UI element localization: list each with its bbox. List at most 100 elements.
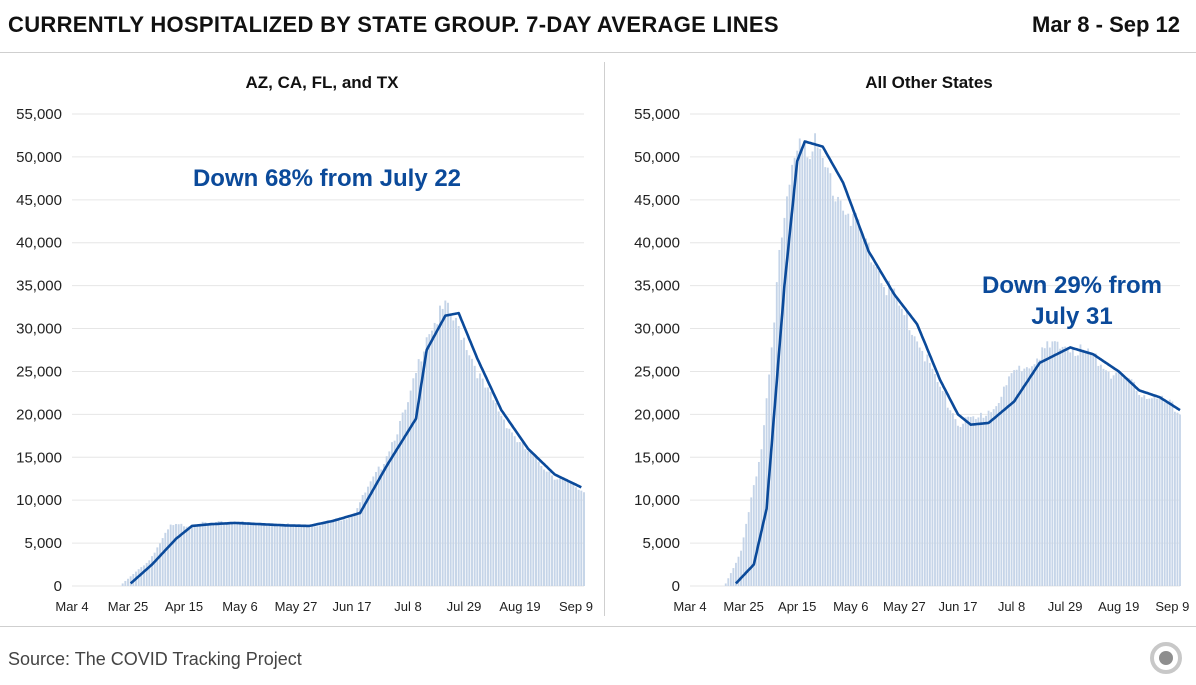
daily-bar <box>420 361 423 586</box>
daily-bar <box>388 451 391 586</box>
daily-bar <box>564 479 567 586</box>
daily-bar <box>316 526 319 586</box>
panel-title: AZ, CA, FL, and TX <box>246 73 400 92</box>
daily-bar <box>148 560 151 586</box>
header: CURRENTLY HOSPITALIZED BY STATE GROUP. 7… <box>0 0 1196 52</box>
daily-bar <box>865 238 868 586</box>
daily-bar <box>140 567 143 586</box>
y-tick-label: 25,000 <box>634 363 680 380</box>
daily-bar <box>941 390 944 586</box>
daily-bar <box>1028 368 1031 586</box>
daily-bar <box>393 440 396 586</box>
daily-bar <box>977 417 980 586</box>
daily-bar <box>821 158 824 587</box>
daily-bar <box>217 521 220 586</box>
daily-bar <box>923 361 926 586</box>
daily-bar <box>169 524 172 586</box>
daily-bar <box>249 522 252 586</box>
y-tick-label: 35,000 <box>16 278 62 295</box>
daily-bar <box>191 525 193 586</box>
daily-bar <box>580 490 583 586</box>
daily-bar <box>819 148 822 586</box>
daily-bar <box>1046 341 1049 586</box>
daily-bar <box>895 298 898 586</box>
daily-bar <box>747 512 750 586</box>
daily-bar <box>1163 402 1166 586</box>
daily-bar <box>1059 348 1061 586</box>
y-tick-label: 15,000 <box>16 449 62 466</box>
daily-bar <box>548 471 551 586</box>
daily-bar <box>809 159 811 587</box>
daily-bar <box>729 573 732 586</box>
daily-bar <box>1179 414 1181 586</box>
daily-bar <box>255 522 257 586</box>
daily-bar <box>252 523 255 586</box>
daily-bar <box>449 315 452 586</box>
daily-bar <box>433 322 436 586</box>
x-tick-label: Sep 9 <box>1155 599 1189 614</box>
daily-bar <box>260 524 263 586</box>
daily-bar <box>332 520 335 586</box>
y-tick-label: 30,000 <box>634 321 680 338</box>
daily-bar <box>359 502 361 586</box>
daily-bar <box>1122 378 1125 586</box>
daily-bar <box>1130 379 1133 586</box>
y-tick-label: 35,000 <box>634 278 680 295</box>
daily-bar <box>757 461 760 586</box>
daily-bar <box>361 495 364 586</box>
chart-annotation: Down 29% from July 31 <box>982 272 1162 330</box>
daily-bar <box>569 482 572 586</box>
daily-bar <box>1158 399 1161 586</box>
daily-bar <box>543 469 545 586</box>
daily-bar <box>236 524 239 586</box>
daily-bar <box>1076 355 1079 586</box>
daily-bar <box>796 150 799 586</box>
daily-bar <box>877 270 880 586</box>
daily-bar <box>455 317 457 586</box>
daily-bar <box>513 436 516 586</box>
y-tick-label: 40,000 <box>16 235 62 252</box>
daily-bar <box>883 287 885 586</box>
daily-bar <box>439 305 441 586</box>
x-tick-label: Mar 4 <box>55 599 88 614</box>
daily-bar <box>951 413 954 586</box>
daily-bar <box>383 464 385 586</box>
daily-bar <box>1120 375 1123 586</box>
daily-bar <box>906 311 908 586</box>
x-tick-label: May 6 <box>833 599 868 614</box>
daily-bar <box>750 497 753 586</box>
daily-bar <box>212 523 215 586</box>
daily-bar <box>752 485 755 586</box>
y-tick-label: 20,000 <box>634 406 680 423</box>
daily-bar <box>908 330 911 586</box>
daily-bar <box>831 195 834 587</box>
daily-bar <box>1156 398 1158 586</box>
daily-bar <box>409 390 412 586</box>
daily-bar <box>321 521 324 586</box>
daily-bar <box>928 362 931 586</box>
daily-bar <box>770 347 773 586</box>
daily-bar <box>1092 354 1095 586</box>
daily-bar <box>1061 346 1064 586</box>
daily-bar <box>788 184 791 586</box>
daily-bar <box>129 576 132 586</box>
daily-bar <box>1145 399 1148 586</box>
daily-bar <box>987 410 990 586</box>
daily-bar <box>959 427 962 586</box>
daily-bar <box>806 157 809 586</box>
daily-bar <box>900 308 903 586</box>
daily-bar <box>164 532 167 586</box>
daily-bar <box>852 213 855 586</box>
daily-bar <box>1153 394 1156 586</box>
logo-icon <box>1150 642 1182 674</box>
daily-bar <box>1038 359 1041 586</box>
daily-bar <box>798 138 801 587</box>
daily-bar <box>188 526 191 586</box>
daily-bar <box>745 523 748 586</box>
daily-bar <box>172 525 175 586</box>
daily-bar <box>215 522 217 586</box>
daily-bar <box>457 326 460 586</box>
daily-bar <box>241 521 244 586</box>
y-tick-label: 55,000 <box>16 106 62 123</box>
y-tick-label: 45,000 <box>16 192 62 209</box>
